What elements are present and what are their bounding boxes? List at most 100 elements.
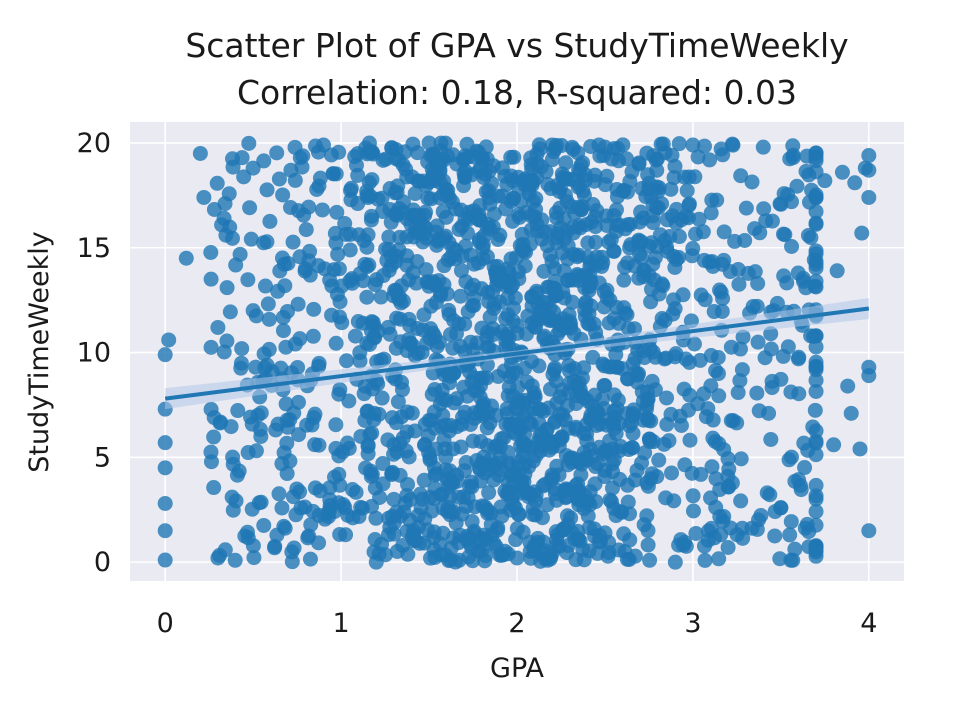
data-point	[478, 548, 494, 564]
data-point	[755, 139, 771, 155]
data-point	[682, 432, 698, 448]
data-point	[625, 408, 641, 424]
data-point	[474, 455, 490, 471]
data-point	[486, 327, 502, 342]
data-point	[488, 407, 504, 423]
data-point	[791, 349, 807, 365]
data-point	[756, 201, 772, 217]
data-point	[675, 287, 691, 303]
data-point	[560, 457, 576, 473]
data-point	[559, 398, 575, 414]
data-point	[244, 501, 260, 517]
data-point	[713, 284, 729, 300]
data-point	[486, 206, 502, 222]
data-point	[639, 384, 655, 400]
data-point	[236, 169, 252, 185]
data-point	[230, 403, 246, 419]
data-point	[733, 168, 749, 184]
data-point	[203, 339, 219, 355]
data-point	[498, 333, 514, 349]
data-point	[560, 538, 576, 554]
data-point	[203, 444, 219, 460]
data-point	[787, 473, 803, 489]
data-point	[782, 527, 798, 543]
data-point	[314, 202, 330, 218]
data-point	[588, 257, 604, 273]
data-point	[537, 224, 553, 240]
data-point	[552, 180, 568, 196]
data-point	[225, 449, 241, 465]
data-point	[465, 433, 481, 449]
data-point	[524, 161, 540, 177]
data-point	[243, 409, 259, 425]
data-point	[500, 444, 516, 460]
data-point	[708, 499, 724, 515]
data-point	[697, 552, 713, 568]
data-point	[707, 434, 723, 450]
data-point	[216, 344, 232, 360]
data-point	[834, 164, 850, 180]
data-point	[570, 247, 586, 263]
data-point	[735, 329, 751, 345]
data-point	[789, 178, 805, 194]
data-point	[629, 462, 645, 478]
data-point	[561, 357, 577, 373]
data-point	[458, 455, 474, 471]
data-point	[808, 383, 824, 399]
data-point	[433, 135, 449, 151]
data-point	[203, 271, 219, 287]
data-point	[259, 182, 275, 198]
data-point	[585, 349, 601, 365]
data-point	[327, 469, 343, 485]
data-point	[733, 493, 749, 509]
data-point	[213, 414, 229, 430]
data-point	[451, 552, 467, 568]
data-point	[399, 404, 415, 420]
data-point	[659, 390, 675, 406]
data-point	[732, 341, 748, 357]
data-point	[627, 258, 643, 274]
data-point	[642, 552, 658, 568]
data-point	[466, 410, 482, 426]
data-point	[332, 309, 348, 325]
data-point	[532, 141, 548, 157]
data-point	[331, 144, 347, 160]
data-point	[648, 200, 664, 216]
data-point	[359, 404, 375, 420]
data-point	[539, 238, 555, 254]
data-point	[424, 503, 440, 519]
data-point	[729, 527, 745, 543]
data-point	[720, 451, 736, 467]
data-point	[388, 415, 404, 431]
data-point	[401, 311, 417, 327]
data-point	[571, 218, 587, 234]
data-point	[684, 465, 700, 481]
data-point	[577, 167, 593, 183]
data-point	[685, 137, 701, 153]
data-point	[365, 146, 381, 162]
data-point	[475, 240, 491, 256]
data-point	[556, 231, 572, 247]
data-point	[506, 300, 522, 316]
data-point	[410, 507, 426, 523]
data-point	[515, 524, 531, 540]
y-tick-label: 0	[94, 547, 111, 578]
data-point	[437, 547, 453, 563]
data-point	[312, 170, 328, 186]
data-point	[157, 552, 173, 568]
data-point	[409, 254, 425, 270]
data-point	[763, 341, 779, 357]
data-point	[248, 443, 264, 459]
data-point	[606, 208, 622, 224]
data-point	[749, 385, 765, 401]
data-point	[350, 313, 366, 329]
data-point	[637, 445, 653, 461]
data-point	[506, 190, 522, 206]
data-point	[298, 222, 314, 238]
data-point	[256, 517, 272, 533]
data-point	[243, 231, 259, 247]
data-point	[597, 469, 613, 485]
data-point	[601, 359, 617, 375]
data-point	[702, 152, 718, 168]
data-point	[328, 235, 344, 251]
